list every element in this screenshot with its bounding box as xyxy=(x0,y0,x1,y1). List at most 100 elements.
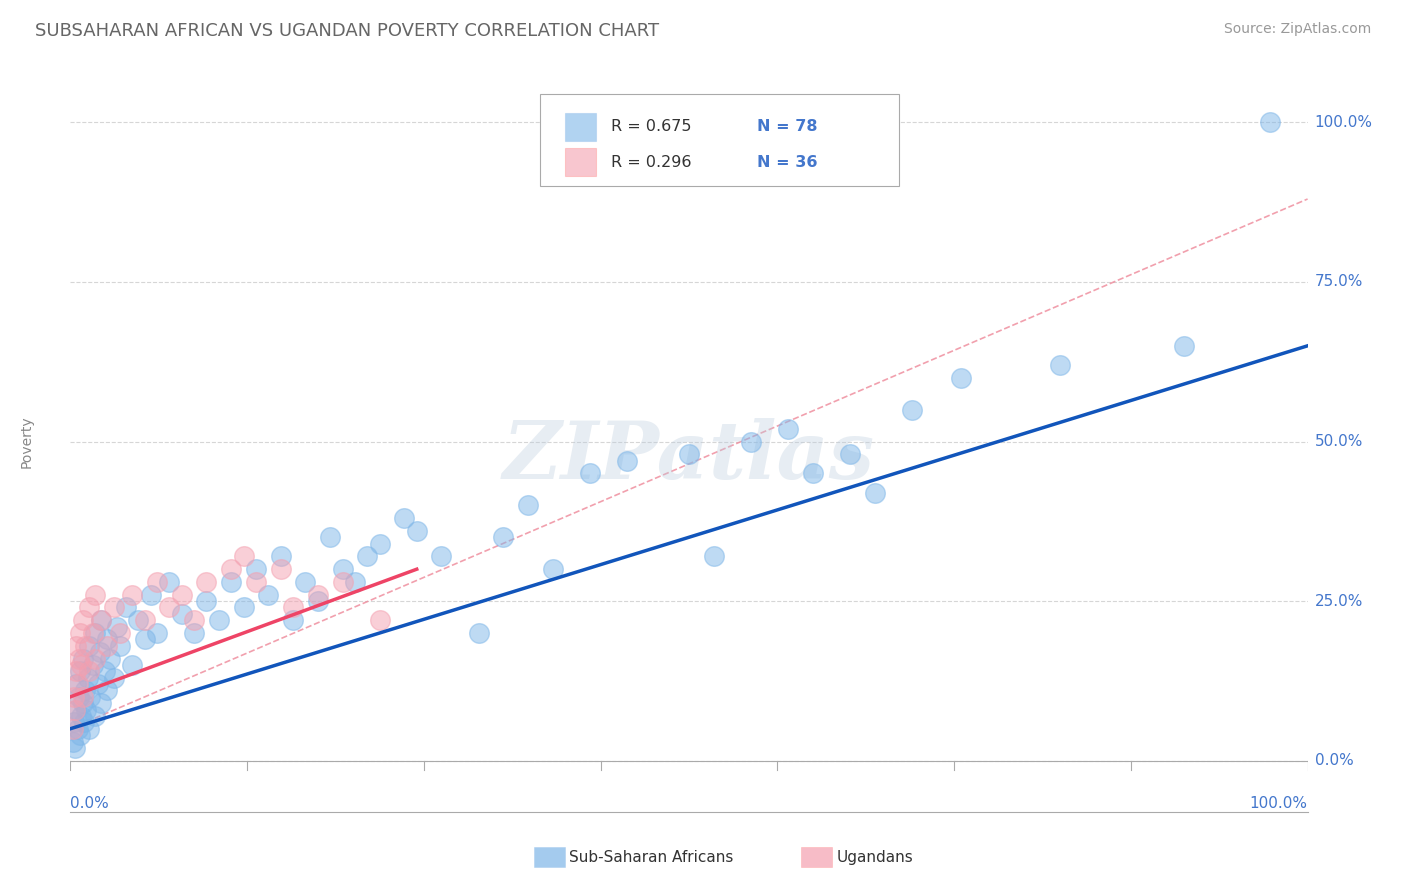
Point xyxy=(90,613,112,627)
Point xyxy=(368,613,391,627)
Point xyxy=(79,690,101,704)
Point xyxy=(65,677,87,691)
Text: 100.0%: 100.0% xyxy=(1250,796,1308,811)
Point xyxy=(94,665,117,679)
Point xyxy=(776,422,799,436)
Point xyxy=(65,665,87,679)
Point xyxy=(467,626,489,640)
Point xyxy=(66,677,89,691)
Point xyxy=(84,709,107,723)
Point xyxy=(63,690,86,704)
Text: 75.0%: 75.0% xyxy=(1315,275,1362,290)
Point xyxy=(72,651,94,665)
Point xyxy=(319,530,342,544)
Point xyxy=(703,549,725,564)
Point xyxy=(678,447,700,461)
Point xyxy=(75,703,97,717)
Point xyxy=(86,677,108,691)
Point xyxy=(245,562,267,576)
Point xyxy=(69,626,91,640)
Point xyxy=(63,715,86,730)
Point xyxy=(77,722,100,736)
Point xyxy=(219,574,242,589)
Point xyxy=(90,696,112,710)
Point xyxy=(66,722,89,736)
Point xyxy=(270,562,292,576)
Point xyxy=(82,657,104,672)
Point xyxy=(103,600,125,615)
Point xyxy=(616,453,638,467)
Point xyxy=(307,594,329,608)
Point xyxy=(72,690,94,704)
Point xyxy=(343,574,366,589)
Point xyxy=(108,639,131,653)
Point xyxy=(232,600,254,615)
Point xyxy=(950,370,973,384)
Point xyxy=(157,574,180,589)
Point xyxy=(75,683,97,698)
Point xyxy=(801,467,824,481)
Text: ZIPatlas: ZIPatlas xyxy=(503,417,875,495)
Point xyxy=(332,574,354,589)
Point xyxy=(356,549,378,564)
Point xyxy=(740,434,762,449)
Point xyxy=(84,651,107,665)
Point xyxy=(75,639,97,653)
Point xyxy=(77,639,100,653)
Point xyxy=(270,549,292,564)
Point xyxy=(541,562,564,576)
Point xyxy=(73,715,96,730)
Point xyxy=(121,588,143,602)
Point xyxy=(115,600,138,615)
Point xyxy=(62,734,84,748)
Point xyxy=(257,588,280,602)
Point xyxy=(195,594,218,608)
Point xyxy=(65,740,87,755)
Point xyxy=(67,690,90,704)
Point xyxy=(430,549,453,564)
Point xyxy=(170,588,193,602)
Point xyxy=(134,632,156,647)
Point xyxy=(65,703,87,717)
Point xyxy=(1173,339,1195,353)
Text: 25.0%: 25.0% xyxy=(1315,593,1362,608)
Point xyxy=(62,722,84,736)
Point xyxy=(105,619,128,633)
Point xyxy=(69,665,91,679)
Point xyxy=(98,651,121,665)
Point xyxy=(232,549,254,564)
Point xyxy=(307,588,329,602)
Point xyxy=(90,613,112,627)
Text: SUBSAHARAN AFRICAN VS UGANDAN POVERTY CORRELATION CHART: SUBSAHARAN AFRICAN VS UGANDAN POVERTY CO… xyxy=(35,22,659,40)
Text: Poverty: Poverty xyxy=(20,416,34,467)
Point xyxy=(146,626,169,640)
Point xyxy=(139,588,162,602)
Text: 50.0%: 50.0% xyxy=(1315,434,1362,449)
Point xyxy=(332,562,354,576)
Point xyxy=(838,447,860,461)
Point xyxy=(70,657,93,672)
FancyBboxPatch shape xyxy=(565,112,596,141)
Point xyxy=(67,651,90,665)
Point xyxy=(492,530,515,544)
Point xyxy=(127,613,149,627)
Point xyxy=(281,600,304,615)
Point xyxy=(70,709,93,723)
Text: R = 0.675: R = 0.675 xyxy=(612,120,692,135)
Point xyxy=(294,574,316,589)
Text: 100.0%: 100.0% xyxy=(1315,115,1372,130)
Point xyxy=(77,665,100,679)
Point xyxy=(900,402,922,417)
Point xyxy=(108,626,131,640)
Point xyxy=(579,467,602,481)
Point xyxy=(517,499,540,513)
Point xyxy=(77,600,100,615)
Point xyxy=(219,562,242,576)
Point xyxy=(103,671,125,685)
Point xyxy=(72,613,94,627)
Point xyxy=(84,588,107,602)
Text: Ugandans: Ugandans xyxy=(837,850,914,864)
Point xyxy=(121,657,143,672)
Point xyxy=(76,671,98,685)
Point xyxy=(65,703,87,717)
